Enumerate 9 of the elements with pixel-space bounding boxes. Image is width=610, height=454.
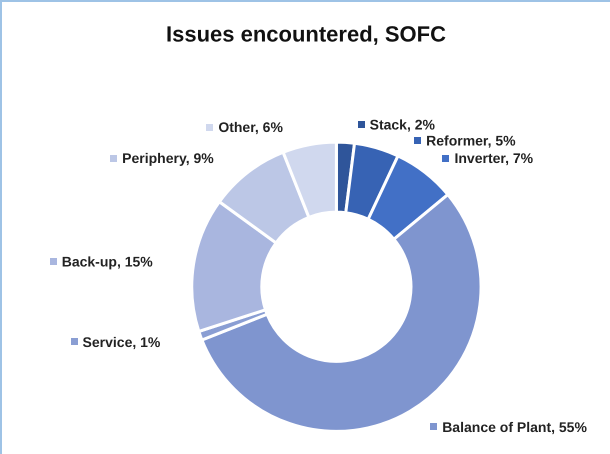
legend-label: Stack, 2% bbox=[370, 116, 436, 132]
chart-title: Issues encountered, SOFC bbox=[166, 22, 446, 46]
legend-label: Balance of Plant, 55% bbox=[442, 418, 588, 435]
legend-label: Reformer, 5% bbox=[426, 132, 516, 148]
legend-label: Periphery, 9% bbox=[122, 150, 214, 166]
legend-label: Inverter, 7% bbox=[454, 150, 534, 166]
legend-label: Other, 6% bbox=[218, 119, 284, 135]
legend-label: Service, 1% bbox=[82, 334, 161, 350]
legend-label: Back-up, 15% bbox=[62, 253, 154, 270]
